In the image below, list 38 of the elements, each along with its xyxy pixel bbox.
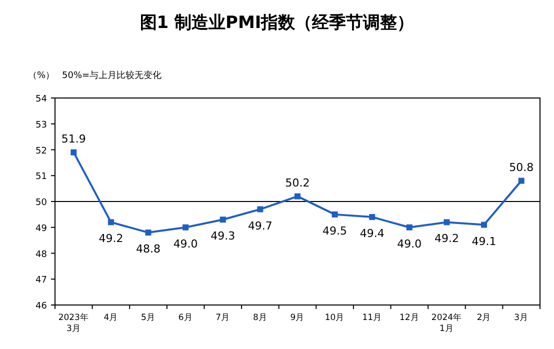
data-label: 51.9 — [61, 132, 86, 146]
data-label: 49.4 — [360, 227, 384, 240]
data-label: 49.7 — [248, 219, 272, 232]
x-tick-label: 4月 — [104, 313, 118, 323]
x-tick-label: 11月 — [362, 313, 382, 323]
chart-title: 图1 制造业PMI指数（经季节调整） — [140, 13, 414, 33]
y-tick-label: 51 — [36, 172, 47, 182]
x-tick-label: 6月 — [178, 313, 193, 323]
data-label: 50.8 — [509, 160, 534, 174]
y-tick-label: 49 — [36, 224, 48, 234]
x-tick-label: 3月 — [514, 313, 529, 323]
x-tick-label: 12月 — [400, 313, 420, 323]
data-label: 49.2 — [434, 232, 459, 246]
data-label: 49.3 — [210, 230, 236, 243]
data-label: 50.2 — [285, 176, 310, 190]
x-tick-label: 2023年 3月 — [58, 312, 89, 334]
y-tick-label: 47 — [36, 276, 47, 286]
data-label: 49.1 — [472, 234, 496, 248]
y-tick-label: 52 — [36, 146, 47, 156]
x-tick-label: 8月 — [252, 313, 268, 323]
text: 50%=与上月比较无变化 — [62, 70, 162, 81]
data-label: 49.2 — [98, 232, 124, 246]
x-tick-label: 9月 — [290, 313, 305, 323]
data-label: 49.0 — [397, 237, 422, 250]
x-tick-label: 2024年 1月 — [431, 312, 462, 334]
y-axis-title: （%） — [28, 71, 55, 81]
x-tick-label: 10月 — [324, 313, 345, 323]
y-tick-label: 54 — [36, 94, 48, 104]
y-tick-label: 53 — [36, 120, 47, 130]
data-label: 49.5 — [322, 224, 348, 238]
x-tick-label: 7月 — [216, 313, 230, 323]
y-tick-label: 48 — [36, 250, 48, 260]
x-tick-label: 2月 — [476, 313, 492, 323]
x-tick-label: 5月 — [141, 313, 156, 323]
data-label: 49.0 — [173, 237, 198, 250]
data-label: 48.8 — [136, 242, 161, 256]
y-tick-label: 46 — [36, 302, 48, 312]
y-tick-label: 50 — [36, 198, 48, 208]
